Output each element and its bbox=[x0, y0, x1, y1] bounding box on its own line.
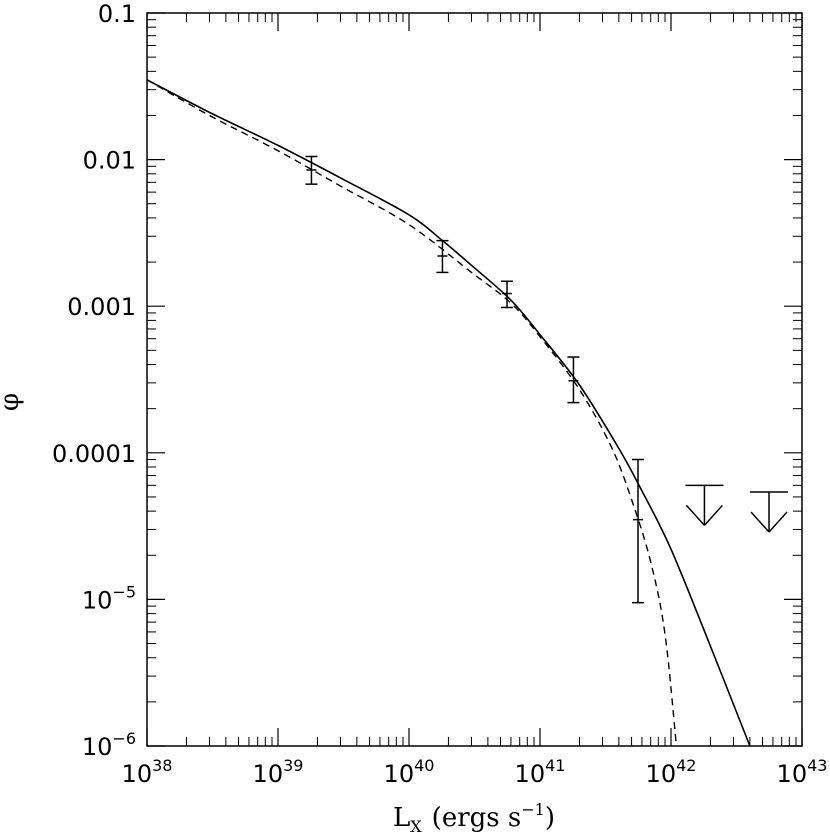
data-point bbox=[501, 280, 514, 309]
y-tick-label-exponent: −5 bbox=[112, 582, 136, 601]
y-tick-label: 0.1 bbox=[98, 0, 136, 28]
x-axis-label-close: ) bbox=[545, 803, 555, 833]
data-point bbox=[305, 155, 318, 185]
major-ticks bbox=[146, 12, 803, 747]
data-point bbox=[436, 239, 449, 274]
x-axis-label-main: L bbox=[393, 803, 410, 833]
x-tick-label-exponent: 39 bbox=[283, 756, 303, 775]
dashed-model-curve bbox=[146, 79, 678, 747]
x-tick-label: 1043 bbox=[777, 756, 828, 788]
upper-limit-arrow bbox=[685, 484, 724, 526]
upper-limit-head-left bbox=[685, 504, 705, 526]
minor-ticks bbox=[147, 13, 802, 746]
y-tick-label: 10−6 bbox=[82, 729, 136, 761]
y-axis-label: φ bbox=[0, 393, 25, 411]
x-tick-label-base: 10 bbox=[777, 760, 808, 788]
upper-limit-head-right bbox=[703, 504, 723, 526]
y-tick-label: 0.001 bbox=[67, 293, 136, 321]
x-axis-label-superscript: −1 bbox=[521, 800, 545, 819]
x-tick-label: 1039 bbox=[253, 756, 304, 788]
y-tick-label-base: 10 bbox=[82, 586, 113, 614]
x-tick-label-exponent: 40 bbox=[414, 756, 434, 775]
y-tick-label: 10−5 bbox=[82, 582, 136, 614]
series-layer bbox=[146, 79, 751, 747]
data-point bbox=[567, 356, 580, 404]
x-tick-label-exponent: 41 bbox=[545, 756, 565, 775]
x-tick-label-exponent: 43 bbox=[807, 756, 827, 775]
x-tick-label: 1042 bbox=[646, 756, 697, 788]
x-tick-label-base: 10 bbox=[384, 760, 415, 788]
x-tick-label-base: 10 bbox=[122, 760, 153, 788]
upper-limits-layer bbox=[685, 484, 789, 533]
x-tick-label: 1040 bbox=[384, 756, 435, 788]
y-tick-label: 0.0001 bbox=[52, 440, 136, 468]
upper-limit-head-left bbox=[750, 511, 770, 533]
data-points-layer bbox=[305, 155, 645, 604]
x-axis-label: LX (ergs s−1) bbox=[393, 800, 555, 835]
x-tick-label-exponent: 38 bbox=[152, 756, 172, 775]
upper-limit-head-right bbox=[768, 511, 788, 533]
x-tick-label-base: 10 bbox=[646, 760, 677, 788]
plot-frame bbox=[146, 12, 803, 747]
x-tick-label: 1038 bbox=[122, 756, 173, 788]
y-tick-label-exponent: −6 bbox=[112, 729, 136, 748]
y-tick-label: 0.01 bbox=[83, 147, 136, 175]
data-point bbox=[632, 458, 645, 604]
x-tick-label-base: 10 bbox=[515, 760, 546, 788]
solid-model-curve bbox=[146, 79, 751, 747]
x-axis-label-units: (ergs s bbox=[432, 803, 522, 833]
tick-labels: 1038 1039 1040 1041 1042 10430.10.010.0010.00… bbox=[52, 0, 827, 788]
x-tick-label-exponent: 42 bbox=[676, 756, 696, 775]
y-tick-label-base: 10 bbox=[82, 733, 113, 761]
x-tick-label-base: 10 bbox=[253, 760, 284, 788]
x-tick-label: 1041 bbox=[515, 756, 566, 788]
x-axis-label-subscript: X bbox=[410, 817, 422, 835]
upper-limit-arrow bbox=[750, 491, 789, 533]
